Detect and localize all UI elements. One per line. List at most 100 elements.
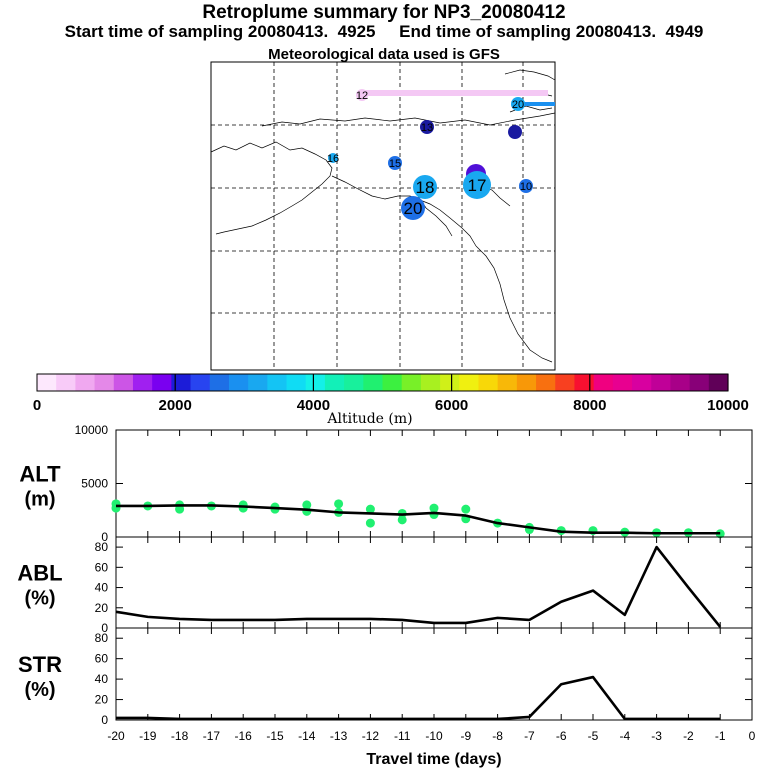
- x-tick-label: -2: [683, 729, 694, 743]
- x-tick-label: -17: [203, 729, 221, 743]
- y-tick-label: 60: [95, 652, 109, 666]
- colorbar-cell: [152, 374, 172, 391]
- x-tick-label: -15: [266, 729, 284, 743]
- x-tick-label: -13: [330, 729, 348, 743]
- x-tick-label: -4: [619, 729, 630, 743]
- colorbar-cell: [382, 374, 403, 391]
- x-tick-label: -16: [235, 729, 253, 743]
- colorbar-cell: [324, 374, 345, 391]
- colorbar-cell: [632, 374, 652, 391]
- colorbar-cell: [248, 374, 268, 391]
- colorbar-label: Altitude (m): [326, 411, 412, 427]
- colorbar-cell: [689, 374, 710, 391]
- colorbar-cell: [536, 374, 556, 391]
- altitude-point: [429, 503, 439, 513]
- colorbar-cell: [459, 374, 480, 391]
- y-tick-label: 60: [95, 560, 109, 574]
- marker-day-label: 20: [404, 199, 423, 218]
- trajectory-marker: [519, 179, 533, 193]
- marker-day-label: 16: [327, 153, 339, 165]
- colorbar-cell: [708, 374, 729, 391]
- colorbar-cell: [344, 374, 364, 391]
- altitude-point: [175, 504, 185, 514]
- trajectory-marker: [511, 97, 525, 111]
- colorbar-cell: [593, 374, 614, 391]
- altitude-point: [238, 503, 248, 513]
- panel-abl: 0 20 40 60 80 ABL(%): [17, 536, 753, 635]
- colorbar-cell: [478, 374, 499, 391]
- colorbar-tick-label: 4000: [297, 397, 330, 414]
- altitude-point: [365, 504, 375, 514]
- y-tick-label: 80: [95, 631, 109, 645]
- x-tick-label: -5: [588, 729, 599, 743]
- x-tick-label: -6: [556, 729, 567, 743]
- series-line: [116, 504, 721, 535]
- altitude-point: [334, 499, 344, 509]
- altitude-point: [429, 510, 439, 520]
- x-tick-label: -11: [394, 729, 411, 743]
- trajectory-marker: [463, 171, 491, 199]
- colorbar-cell: [420, 374, 441, 391]
- colorbar-cell: [132, 374, 153, 391]
- x-tick-label: -1: [715, 729, 726, 743]
- panel-ylabel: ABL: [17, 561, 62, 586]
- map-graticule: [211, 62, 555, 370]
- colorbar-cell: [363, 374, 384, 391]
- x-tick-label: -14: [298, 729, 316, 743]
- colorbar-cell: [440, 374, 460, 391]
- colorbar-cell: [56, 374, 76, 391]
- panel-ylabel-unit: (%): [24, 679, 55, 701]
- y-tick-label: 20: [95, 693, 109, 707]
- colorbar-cell: [401, 374, 422, 391]
- panel-ylabel: STR: [18, 652, 62, 677]
- marker-day-label: 12: [356, 90, 368, 102]
- panel-frame: [115, 429, 753, 538]
- colorbar-tick-label: 6000: [435, 397, 468, 414]
- x-tick-label: -10: [425, 729, 443, 743]
- trajectory-marker: [508, 125, 522, 139]
- colorbar-cell: [190, 374, 211, 391]
- map-frame: [210, 61, 556, 371]
- x-tick-label: -12: [362, 729, 380, 743]
- colorbar-cell: [228, 374, 249, 391]
- x-tick-label: -3: [651, 729, 662, 743]
- y-tick-label: 40: [95, 672, 109, 686]
- y-tick-label: 5000: [81, 477, 108, 491]
- x-tick-label: 0: [749, 729, 756, 743]
- altitude-point: [302, 500, 312, 510]
- x-tick-label: -18: [171, 729, 189, 743]
- chart-title: Retroplume summary for NP3_20080412: [202, 2, 566, 23]
- x-tick-label: -7: [524, 729, 535, 743]
- panel-ylabel-unit: (m): [24, 489, 55, 511]
- trajectory-marker: [401, 196, 425, 220]
- colorbar-cell: [670, 374, 691, 391]
- x-tick-label: -19: [139, 729, 157, 743]
- colorbar-cell: [612, 374, 633, 391]
- met-data-text: Meteorological data used is GFS: [268, 46, 500, 63]
- marker-day-label: 20: [512, 99, 524, 111]
- trajectory-marker: [388, 156, 402, 170]
- y-tick-label: 0: [101, 530, 108, 544]
- colorbar-cell: [94, 374, 115, 391]
- trajectory-marker: [413, 175, 437, 199]
- panel-frame: [115, 536, 753, 629]
- altitude-point: [397, 515, 407, 525]
- panel-frame: [115, 627, 753, 721]
- marker-day-label: 15: [389, 158, 401, 170]
- panel-alt: 0 5000 10000 ALT(m): [19, 423, 753, 544]
- x-axis-label: Travel time (days): [366, 751, 501, 768]
- colorbar-cell: [267, 374, 288, 391]
- series-line: [116, 675, 721, 721]
- x-tick-label: -8: [492, 729, 503, 743]
- colorbar-cell: [497, 374, 518, 391]
- y-tick-label: 0: [101, 713, 108, 727]
- panel-ylabel: ALT: [19, 462, 61, 487]
- sampling-time-text: Start time of sampling 20080413. 4925 En…: [64, 22, 704, 41]
- colorbar-tick-label: 0: [33, 397, 41, 414]
- x-tick-label: -9: [460, 729, 471, 743]
- altitude-point: [461, 504, 471, 514]
- colorbar-cell: [555, 374, 576, 391]
